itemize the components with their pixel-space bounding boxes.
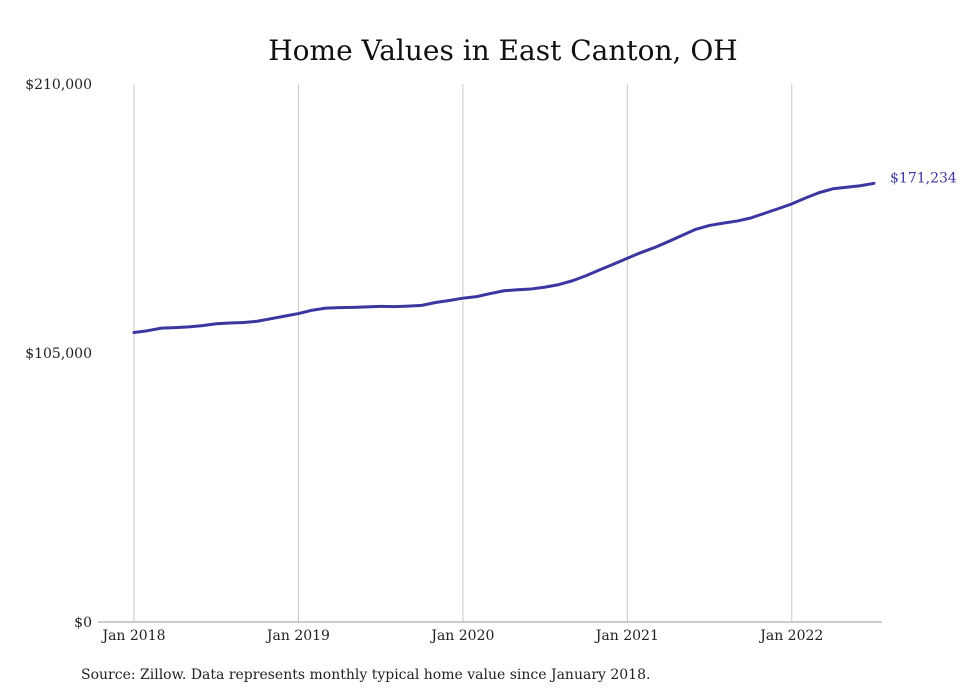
line-chart: Home Values in East Canton, OH Jan 2018 J…	[25, 34, 957, 644]
x-tick-label: Jan 2019	[265, 628, 330, 644]
gridlines	[133, 84, 793, 622]
chart-title: Home Values in East Canton, OH	[268, 34, 737, 67]
x-tick-label: Jan 2020	[429, 628, 494, 644]
y-tick-label: $210,000	[25, 77, 92, 93]
source-note: Source: Zillow. Data represents monthly …	[81, 667, 651, 683]
x-tick-label: Jan 2021	[594, 628, 659, 644]
y-tick-label: $0	[74, 615, 92, 631]
end-value-label: $171,234	[890, 170, 957, 186]
tick-labels: Jan 2018 Jan 2019 Jan 2020 Jan 2021 Jan 2022…	[25, 77, 957, 644]
x-tick-label: Jan 2018	[100, 628, 165, 644]
x-tick-label: Jan 2022	[758, 628, 823, 644]
series-layer	[132, 181, 876, 334]
y-tick-label: $105,000	[25, 346, 92, 362]
series-line	[132, 181, 876, 334]
